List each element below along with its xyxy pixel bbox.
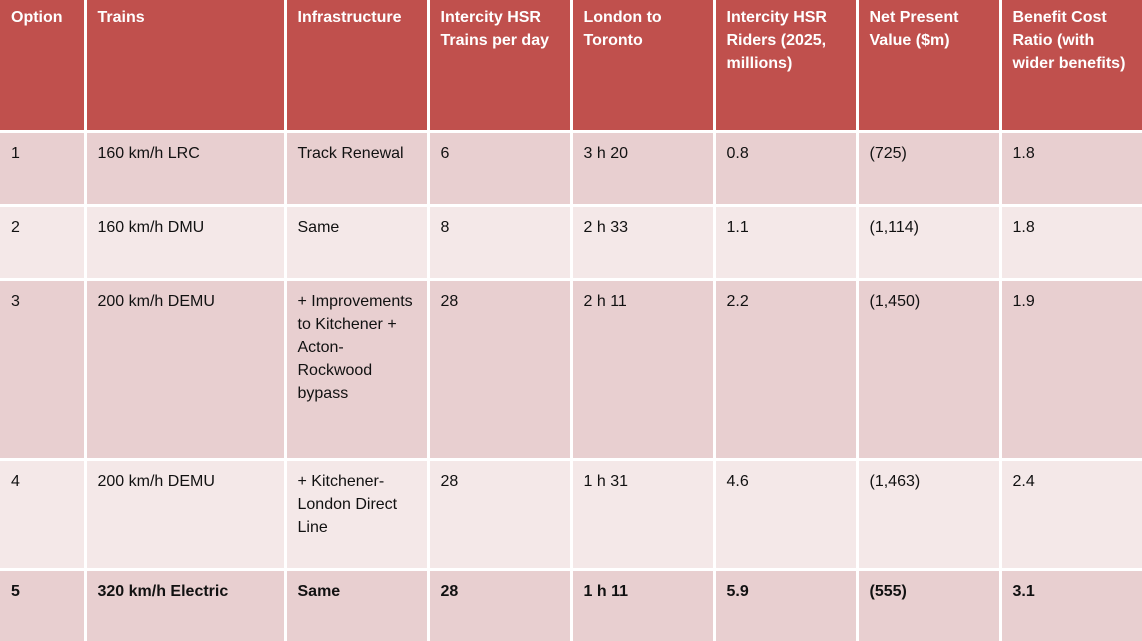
- cell-london-to-toronto: 1 h 31: [571, 459, 716, 571]
- cell-benefit-cost-ratio: 2.4: [1000, 459, 1142, 571]
- cell-trains-per-day: 6: [428, 131, 573, 207]
- header-infrastructure: Infrastructure: [285, 0, 430, 133]
- cell-london-to-toronto: 2 h 11: [571, 279, 716, 461]
- table-row: 1 160 km/h LRC Track Renewal 6 3 h 20 0.…: [0, 131, 1142, 207]
- table-row: 3 200 km/h DEMU + Improvements to Kitche…: [0, 279, 1142, 461]
- cell-option: 1: [0, 131, 87, 207]
- cell-riders: 1.1: [714, 205, 859, 281]
- cell-trains-per-day: 8: [428, 205, 573, 281]
- header-benefit-cost-ratio: Benefit Cost Ratio (with wider benefits): [1000, 0, 1142, 133]
- cell-infrastructure: Track Renewal: [285, 131, 430, 207]
- cell-riders: 4.6: [714, 459, 859, 571]
- header-london-to-toronto: London to Toronto: [571, 0, 716, 133]
- cell-trains: 160 km/h DMU: [85, 205, 287, 281]
- cell-riders: 2.2: [714, 279, 859, 461]
- cell-trains-per-day: 28: [428, 569, 573, 641]
- cell-infrastructure: Same: [285, 205, 430, 281]
- cell-trains: 320 km/h Electric: [85, 569, 287, 641]
- cell-infrastructure: Same: [285, 569, 430, 641]
- cell-benefit-cost-ratio: 3.1: [1000, 569, 1142, 641]
- cell-net-present-value: (725): [857, 131, 1002, 207]
- cell-option: 3: [0, 279, 87, 461]
- cell-riders: 0.8: [714, 131, 859, 207]
- cell-london-to-toronto: 3 h 20: [571, 131, 716, 207]
- cell-net-present-value: (555): [857, 569, 1002, 641]
- header-row: Option Trains Infrastructure Intercity H…: [0, 0, 1142, 133]
- cell-trains: 200 km/h DEMU: [85, 459, 287, 571]
- cell-net-present-value: (1,463): [857, 459, 1002, 571]
- cell-trains-per-day: 28: [428, 459, 573, 571]
- cell-london-to-toronto: 1 h 11: [571, 569, 716, 641]
- cell-option: 4: [0, 459, 87, 571]
- cell-trains: 200 km/h DEMU: [85, 279, 287, 461]
- cell-riders: 5.9: [714, 569, 859, 641]
- cell-london-to-toronto: 2 h 33: [571, 205, 716, 281]
- table-row: 4 200 km/h DEMU + Kitchener-London Direc…: [0, 459, 1142, 571]
- cell-option: 2: [0, 205, 87, 281]
- cell-net-present-value: (1,114): [857, 205, 1002, 281]
- cell-trains: 160 km/h LRC: [85, 131, 287, 207]
- cell-net-present-value: (1,450): [857, 279, 1002, 461]
- cell-benefit-cost-ratio: 1.9: [1000, 279, 1142, 461]
- cell-option: 5: [0, 569, 87, 641]
- cell-infrastructure: + Kitchener-London Direct Line: [285, 459, 430, 571]
- header-riders: Intercity HSR Riders (2025, millions): [714, 0, 859, 133]
- cell-infrastructure: + Improvements to Kitchener + Acton-Rock…: [285, 279, 430, 461]
- header-net-present-value: Net Present Value ($m): [857, 0, 1002, 133]
- header-trains: Trains: [85, 0, 287, 133]
- header-trains-per-day: Intercity HSR Trains per day: [428, 0, 573, 133]
- cell-benefit-cost-ratio: 1.8: [1000, 131, 1142, 207]
- cell-benefit-cost-ratio: 1.8: [1000, 205, 1142, 281]
- cell-trains-per-day: 28: [428, 279, 573, 461]
- header-option: Option: [0, 0, 87, 133]
- table-row: 5 320 km/h Electric Same 28 1 h 11 5.9 (…: [0, 569, 1142, 641]
- table-row: 2 160 km/h DMU Same 8 2 h 33 1.1 (1,114)…: [0, 205, 1142, 281]
